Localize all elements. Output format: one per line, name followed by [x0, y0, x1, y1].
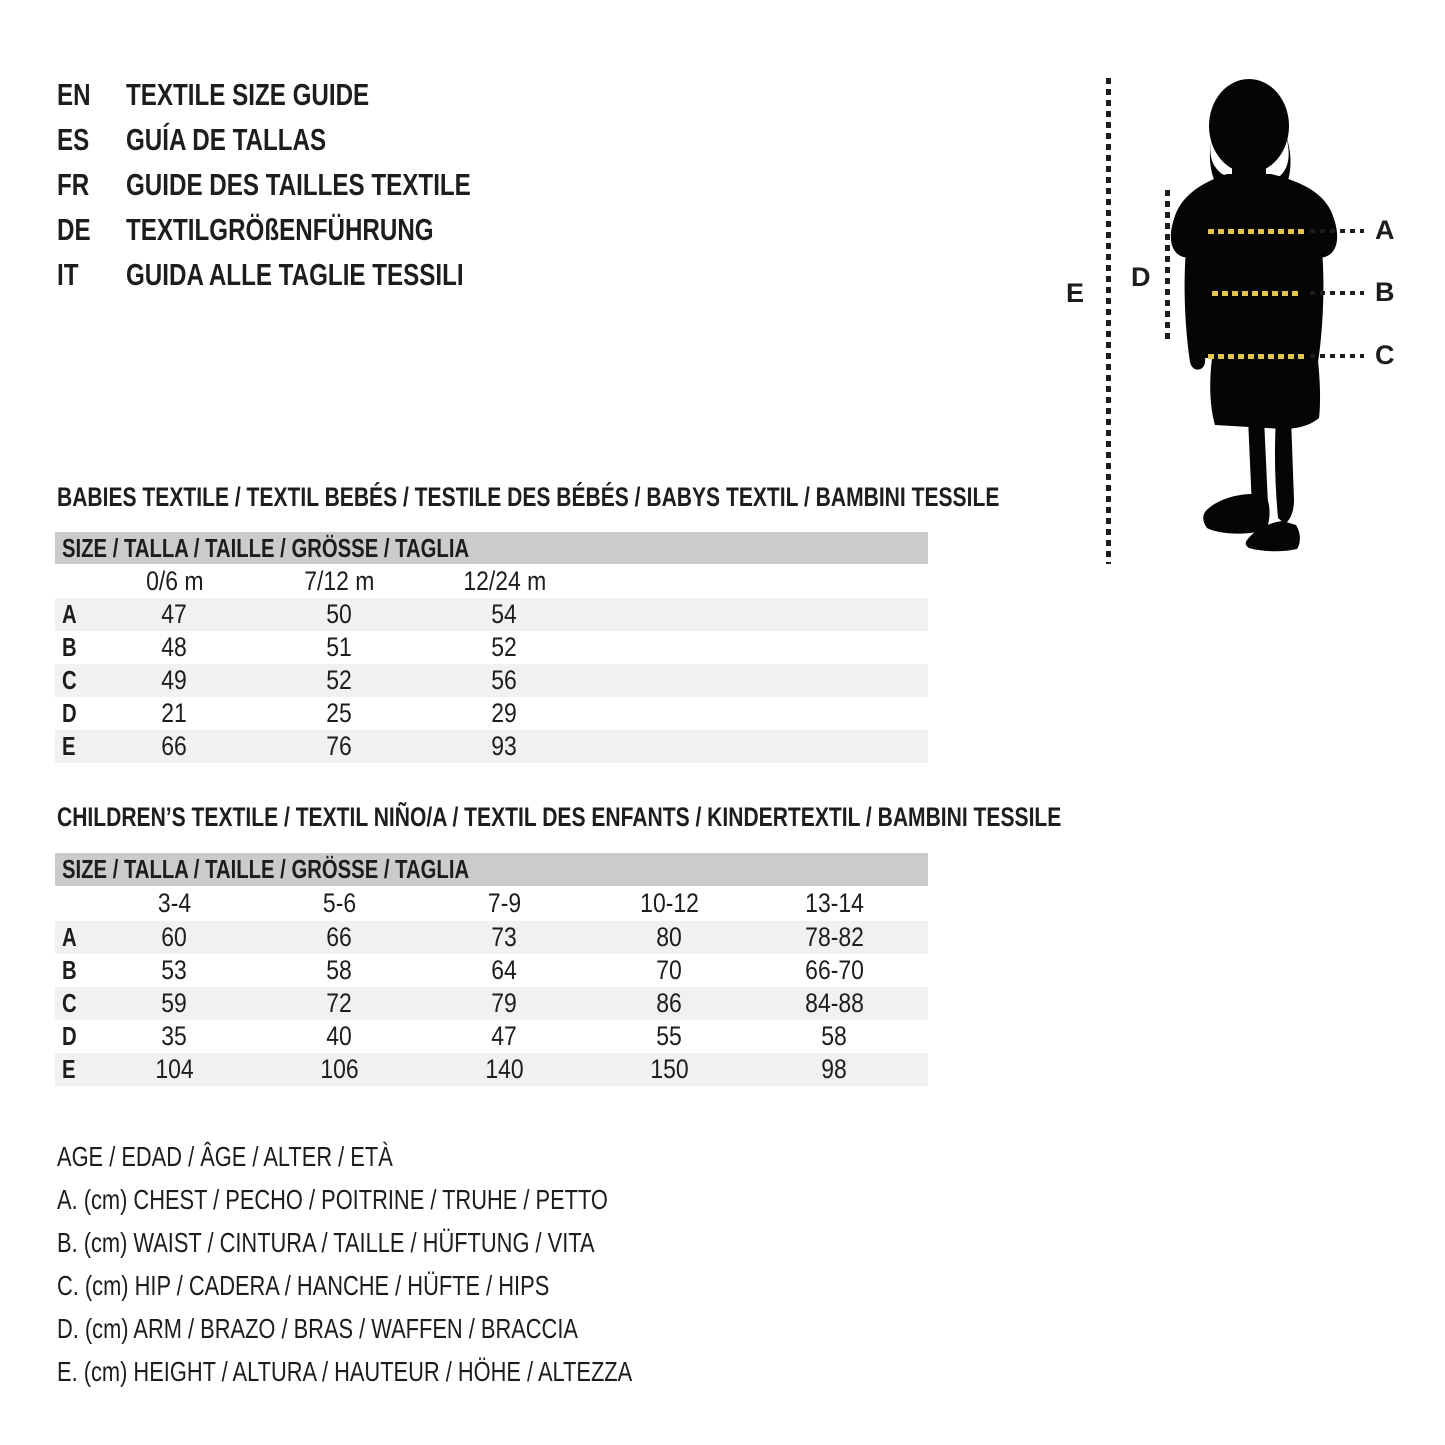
children-col-5-6: 5-6: [322, 888, 357, 918]
babies-col-7-12m: 7/12 m: [304, 565, 375, 596]
children-row-A-label: A: [62, 922, 77, 952]
chest-measure-leader-A: [1310, 229, 1364, 233]
babies-col-0-6m: 0/6 m: [145, 565, 204, 596]
legend-line-age: AGE / EDAD / ÂGE / ALTER / ETÀ: [57, 1141, 393, 1172]
page-title-de: TEXTILGRÖßENFÜHRUNG: [126, 212, 434, 247]
children-row-D: D 35 40 47 55 58: [62, 1021, 848, 1051]
height-measure-line-E: [1106, 78, 1111, 564]
children-row-E-label: E: [62, 1054, 76, 1084]
figure-label-C: C: [1375, 340, 1395, 370]
language-code-de: DE: [57, 212, 91, 247]
language-row-it: IT GUIDA ALLE TAGLIE TESSILI: [57, 252, 568, 297]
babies-section-title: BABIES TEXTILE / TEXTIL BEBÉS / TESTILE …: [57, 482, 1000, 512]
arm-measure-line-D: [1165, 190, 1170, 344]
language-row-en: EN TEXTILE SIZE GUIDE: [57, 72, 568, 117]
children-column-header-row: 3-4 5-6 7-9 10-12 13-14: [55, 886, 928, 921]
children-col-7-9: 7-9: [487, 888, 522, 918]
hip-measure-leader-C: [1310, 354, 1364, 358]
page-title-it: GUIDA ALLE TAGLIE TESSILI: [126, 257, 464, 292]
legend-line-hip: C. (cm) HIP / CADERA / HANCHE / HÜFTE / …: [57, 1270, 550, 1301]
figure-label-B: B: [1375, 277, 1395, 307]
children-row-C-label: C: [62, 988, 77, 1018]
chest-measure-line-A: [1208, 229, 1304, 234]
babies-col-12-24m: 12/24 m: [463, 565, 546, 596]
children-row-B-label: B: [62, 955, 77, 985]
page-title-fr: GUIDE DES TAILLES TEXTILE: [126, 167, 471, 202]
measurement-figure: E D A B C: [1040, 60, 1420, 605]
language-row-fr: FR GUIDE DES TAILLES TEXTILE: [57, 162, 568, 207]
babies-size-header-bar: SIZE / TALLA / TAILLE / GRÖSSE / TAGLIA: [55, 532, 928, 564]
waist-measure-line-B: [1212, 291, 1298, 296]
babies-row-E: E 66 76 93: [55, 730, 928, 763]
measurement-legend: AGE / EDAD / ÂGE / ALTER / ETÀ A. (cm) C…: [57, 1135, 794, 1393]
legend-line-waist: B. (cm) WAIST / CINTURA / TAILLE / HÜFTU…: [57, 1227, 595, 1258]
babies-row-E-label: E: [62, 731, 76, 761]
babies-row-A-label: A: [62, 599, 77, 629]
figure-label-D: D: [1131, 262, 1151, 292]
children-section-title: CHILDREN’S TEXTILE / TEXTIL NIÑO/A / TEX…: [57, 802, 1062, 832]
babies-row-D-label: D: [62, 698, 77, 728]
page-title-en: TEXTILE SIZE GUIDE: [126, 77, 370, 112]
child-silhouette: [1170, 79, 1338, 552]
babies-row-C-label: C: [62, 665, 77, 695]
language-code-fr: FR: [57, 167, 90, 202]
children-row-A: A 60 66 73 80 78-82: [55, 921, 928, 954]
figure-label-E: E: [1066, 278, 1085, 308]
legend-line-arm: D. (cm) ARM / BRAZO / BRAS / WAFFEN / BR…: [57, 1313, 578, 1344]
legend-line-chest: A. (cm) CHEST / PECHO / POITRINE / TRUHE…: [57, 1184, 608, 1215]
language-code-it: IT: [57, 257, 79, 292]
children-row-C: C 59 72 79 86 84-88: [55, 987, 928, 1020]
children-size-header-bar: SIZE / TALLA / TAILLE / GRÖSSE / TAGLIA: [55, 853, 928, 886]
language-row-de: DE TEXTILGRÖßENFÜHRUNG: [57, 207, 568, 252]
babies-row-D: D 21 25 29: [62, 698, 518, 728]
babies-row-B-label: B: [62, 632, 77, 662]
children-col-3-4: 3-4: [157, 888, 192, 918]
children-size-table: SIZE / TALLA / TAILLE / GRÖSSE / TAGLIA …: [55, 853, 928, 1086]
language-code-en: EN: [57, 77, 91, 112]
babies-row-C: C 49 52 56: [55, 664, 928, 697]
babies-column-header-row: 0/6 m 7/12 m 12/24 m: [55, 564, 928, 598]
children-row-E: E 104 106 140 150 98: [55, 1053, 928, 1086]
children-row-D-label: D: [62, 1021, 77, 1051]
language-title-block: EN TEXTILE SIZE GUIDE ES GUÍA DE TALLAS …: [57, 72, 568, 297]
hip-measure-line-C: [1208, 354, 1306, 359]
children-col-13-14: 13-14: [805, 888, 864, 918]
language-code-es: ES: [57, 122, 90, 157]
children-col-10-12: 10-12: [640, 888, 699, 918]
legend-line-height: E. (cm) HEIGHT / ALTURA / HAUTEUR / HÖHE…: [57, 1356, 633, 1387]
waist-measure-leader-B: [1310, 291, 1364, 295]
figure-label-A: A: [1375, 215, 1395, 245]
babies-row-B: B 48 51 52: [62, 632, 518, 662]
babies-row-A: A 47 50 54: [55, 598, 928, 631]
children-row-B: B 53 58 64 70 66-70: [62, 955, 864, 985]
language-row-es: ES GUÍA DE TALLAS: [57, 117, 568, 162]
page-title-es: GUÍA DE TALLAS: [126, 122, 327, 157]
babies-size-table: SIZE / TALLA / TAILLE / GRÖSSE / TAGLIA …: [55, 532, 928, 763]
